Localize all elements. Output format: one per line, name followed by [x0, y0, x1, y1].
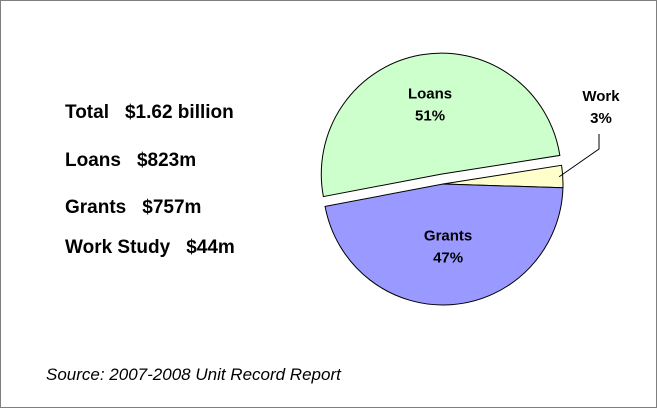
- stat-total: Total $1.62 billion: [65, 102, 234, 124]
- pie-slice-loans: [320, 52, 561, 198]
- pie-leader-line-work: [558, 134, 600, 178]
- pie-label-grants: Grants: [424, 227, 472, 244]
- stat-total-label: Total: [65, 102, 109, 123]
- stat-work-study-value: $44m: [186, 237, 235, 258]
- stat-loans: Loans $823m: [65, 150, 196, 172]
- stat-work-study: Work Study $44m: [65, 237, 235, 259]
- pie-pct-label-grants: 47%: [433, 249, 463, 266]
- stat-grants-label: Grants: [65, 197, 127, 218]
- stat-grants: Grants $757m: [65, 197, 201, 219]
- source-note: Source: 2007-2008 Unit Record Report: [46, 365, 341, 384]
- stat-loans-label: Loans: [65, 150, 121, 171]
- stat-grants-value: $757m: [142, 197, 202, 218]
- stat-loans-value: $823m: [136, 150, 197, 171]
- pie-label-loans: Loans: [408, 86, 452, 103]
- stat-work-study-label: Work Study: [65, 237, 171, 258]
- stat-total-value: $1.62 billion: [124, 102, 234, 123]
- pie-pct-label-loans: 51%: [415, 108, 445, 125]
- pie-pct-label-work: 3%: [590, 110, 612, 127]
- pie-label-work: Work: [582, 88, 620, 105]
- pie-slice-grants: [324, 183, 564, 306]
